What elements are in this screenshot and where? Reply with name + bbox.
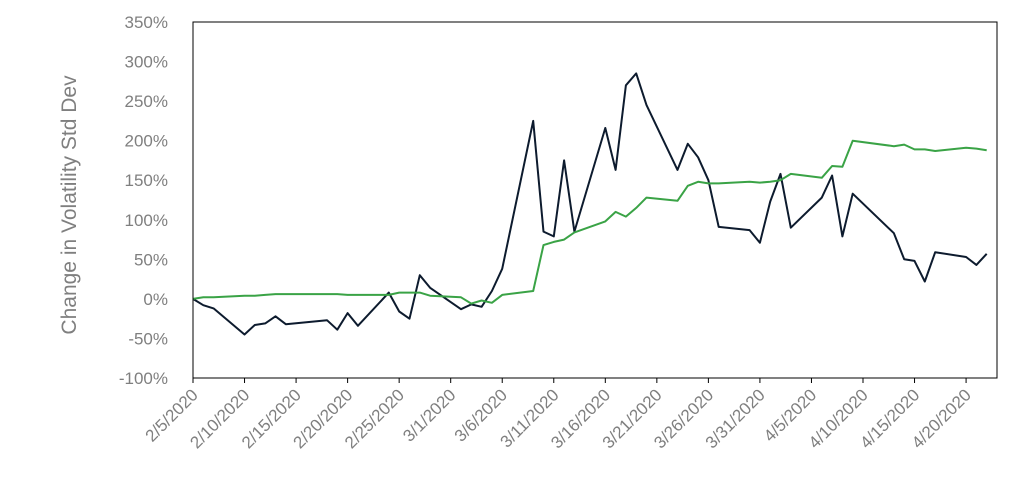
y-tick-label: -100% xyxy=(119,369,168,388)
plot-area-border xyxy=(192,21,998,379)
y-tick-label: 50% xyxy=(134,250,168,269)
y-tick-label: 0% xyxy=(143,290,168,309)
y-axis-ticks: -100% -50% 0% 50% 100% 150% 200% 250% 300% 350% xyxy=(119,13,168,388)
y-tick-label: 300% xyxy=(125,53,168,72)
y-tick-label: 200% xyxy=(125,132,168,151)
series-lines xyxy=(192,72,988,336)
series-line-1 xyxy=(192,72,988,336)
y-tick-label: -50% xyxy=(128,329,168,348)
y-tick-label: 350% xyxy=(125,13,168,32)
y-axis-title: Change in Volatility Std Dev xyxy=(58,75,81,335)
y-tick-label: 100% xyxy=(125,211,168,230)
x-axis-ticks: 2/5/20202/10/20202/15/20202/20/20202/25/… xyxy=(142,378,975,452)
x-tick-label: 3/1/2020 xyxy=(399,385,459,445)
y-tick-label: 250% xyxy=(125,92,168,111)
series-line-2 xyxy=(192,139,987,305)
y-tick-label: 150% xyxy=(125,171,168,190)
